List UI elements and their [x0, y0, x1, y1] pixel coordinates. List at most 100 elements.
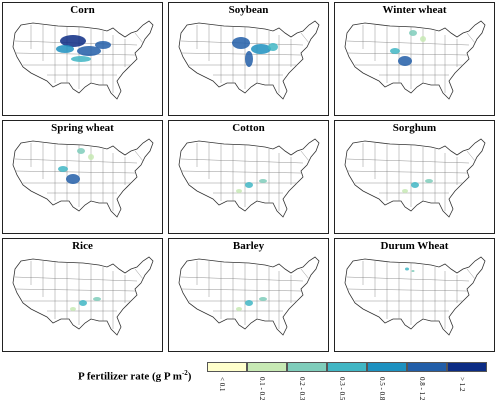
panel-title: Corn: [70, 4, 95, 16]
state-boundary: [14, 52, 136, 56]
fertilizer-patch: [66, 174, 80, 184]
state-boundary: [14, 276, 138, 282]
legend-swatch: [447, 362, 487, 372]
legend-swatch: [287, 362, 327, 372]
fertilizer-patch: [236, 307, 242, 311]
us-map: [178, 138, 320, 218]
fertilizer-patch: [77, 46, 101, 56]
panel-title: Soybean: [228, 4, 269, 16]
panel-barley: Barley: [168, 238, 329, 352]
state-boundary: [180, 276, 304, 282]
panel-title: Rice: [72, 240, 93, 252]
legend-swatch: [327, 362, 367, 372]
state-boundary: [300, 32, 310, 44]
panel-corn: Corn: [2, 2, 163, 116]
legend-label: 0.2 - 0.3: [298, 377, 306, 400]
us-map: [178, 256, 320, 336]
state-boundary: [346, 40, 470, 46]
fertilizer-patch: [402, 189, 408, 193]
us-outline: [178, 256, 320, 336]
us-outline: [12, 256, 154, 336]
state-boundary: [180, 52, 302, 56]
fertilizer-patch: [398, 56, 412, 66]
legend-swatch: [367, 362, 407, 372]
state-boundary: [14, 288, 136, 292]
fertilizer-patch: [232, 37, 250, 49]
fertilizer-patch: [259, 297, 267, 301]
fertilizer-patch: [79, 300, 87, 306]
panel-title: Cotton: [232, 122, 265, 134]
legend-title-sup: -2: [181, 369, 188, 377]
fertilizer-patch: [420, 36, 426, 42]
state-boundary: [180, 288, 302, 292]
map-grid: Corn Soybean Winter wheat Spring wheat C…: [2, 2, 498, 352]
state-boundary: [180, 158, 304, 164]
fertilizer-patch: [60, 35, 86, 47]
fertilizer-patch: [95, 41, 111, 49]
us-outline: [344, 138, 486, 218]
panel-durum-wheat: Durum Wheat: [334, 238, 495, 352]
fertilizer-patch: [236, 189, 242, 193]
fertilizer-patch: [405, 267, 409, 271]
panel-winter-wheat: Winter wheat: [334, 2, 495, 116]
legend-title: P fertilizer rate (g P m-2): [78, 369, 191, 383]
state-boundary: [466, 32, 476, 44]
panel-title: Barley: [232, 240, 265, 252]
state-boundary: [14, 158, 138, 164]
fertilizer-patch: [411, 182, 419, 188]
state-boundary: [300, 268, 310, 280]
us-outline: [178, 138, 320, 218]
state-boundary: [346, 276, 470, 282]
fertilizer-patch: [71, 56, 91, 62]
us-map: [344, 256, 486, 336]
legend-swatch: [407, 362, 447, 372]
state-boundary: [134, 150, 144, 162]
state-boundary: [346, 288, 468, 292]
legend-label: 0.8 - 1.2: [418, 377, 426, 400]
fertilizer-patch: [411, 270, 415, 272]
us-outline: [12, 138, 154, 218]
fertilizer-patch: [77, 148, 85, 154]
state-boundary: [180, 170, 302, 174]
us-outline: [344, 20, 486, 100]
fertilizer-patch: [268, 43, 278, 51]
fertilizer-patch: [251, 44, 271, 54]
panel-cotton: Cotton: [168, 120, 329, 234]
us-outline: [344, 256, 486, 336]
us-map: [344, 138, 486, 218]
us-map: [12, 20, 154, 100]
legend-label: 0.5 - 0.8: [378, 377, 386, 400]
state-boundary: [134, 268, 144, 280]
legend-label: > 1.2: [458, 377, 466, 392]
state-boundary: [466, 150, 476, 162]
state-boundary: [346, 158, 470, 164]
panel-title: Durum Wheat: [380, 240, 449, 252]
legend-swatch: [207, 362, 247, 372]
panel-title: Sorghum: [392, 122, 437, 134]
fertilizer-patch: [390, 48, 400, 54]
fertilizer-patch: [425, 179, 433, 183]
fertilizer-patch: [245, 182, 253, 188]
us-map: [12, 138, 154, 218]
panel-sorghum: Sorghum: [334, 120, 495, 234]
panel-title: Winter wheat: [382, 4, 447, 16]
state-boundary: [466, 268, 476, 280]
fertilizer-patch: [56, 45, 74, 53]
legend-title-text: P fertilizer rate (g P m: [78, 370, 182, 383]
fertilizer-patch: [93, 297, 101, 301]
state-boundary: [14, 170, 136, 174]
state-boundary: [346, 52, 468, 56]
legend-label: 0.1 - 0.2: [258, 377, 266, 400]
fertilizer-patch: [58, 166, 68, 172]
panel-soybean: Soybean: [168, 2, 329, 116]
panel-title: Spring wheat: [51, 122, 114, 134]
fertilizer-patch: [245, 51, 253, 67]
us-map: [344, 20, 486, 100]
legend-title-end: ): [187, 370, 192, 383]
state-boundary: [134, 32, 144, 44]
us-map: [178, 20, 320, 100]
fertilizer-patch: [409, 30, 417, 36]
panel-spring-wheat: Spring wheat: [2, 120, 163, 234]
legend-label: < 0.1: [218, 377, 226, 392]
legend-label: 0.3 - 0.5: [338, 377, 346, 400]
